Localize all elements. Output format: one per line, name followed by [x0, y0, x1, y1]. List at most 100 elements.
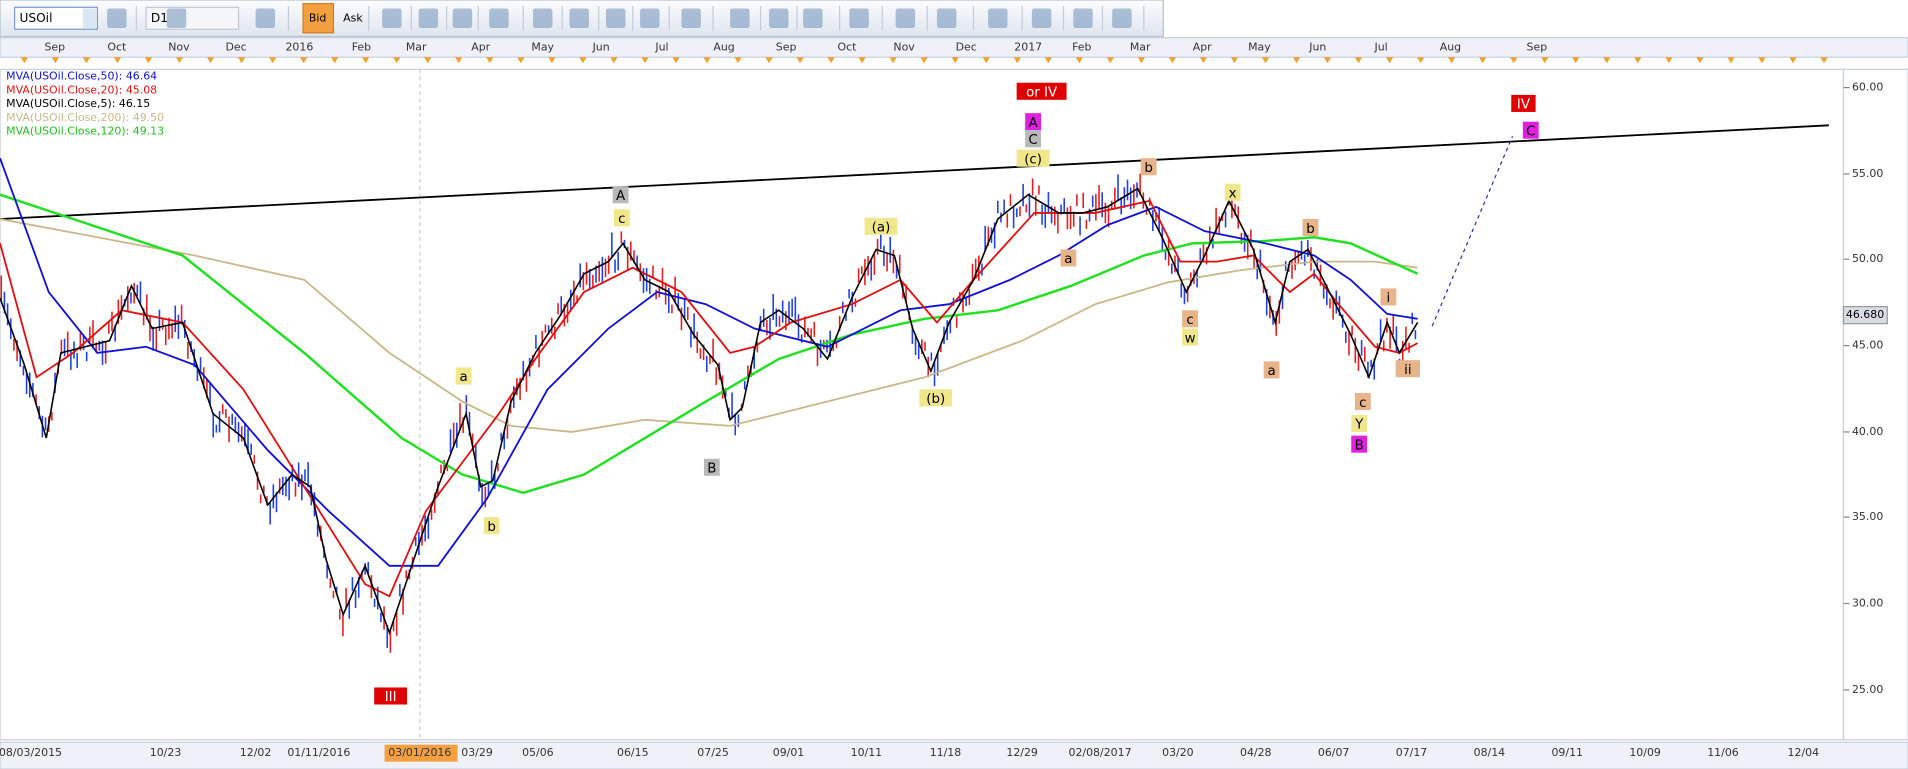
date-label: 12/04 [1788, 746, 1820, 759]
date-label: 10/11 [851, 746, 883, 759]
price-label: 40.00 [1852, 425, 1883, 438]
period-marker [51, 57, 60, 64]
date-label: 11/18 [930, 746, 962, 759]
current-price-tag [1842, 306, 1888, 325]
wave-label-box [864, 217, 898, 235]
toolbar-icon[interactable] [606, 8, 626, 28]
wave-label-box [455, 367, 472, 385]
wave-label: b [1144, 161, 1153, 176]
period-marker [920, 57, 928, 64]
wave-label: ii [1404, 363, 1411, 378]
toolbar-icon[interactable] [895, 8, 916, 28]
period-marker [362, 57, 370, 64]
period-marker [548, 57, 556, 64]
wave-label: A [1029, 116, 1039, 131]
wave-label-box [1025, 113, 1041, 131]
ma20-line [0, 199, 1419, 598]
date-label: 07/25 [697, 746, 729, 759]
toolbar-icon[interactable] [489, 8, 509, 28]
wave-label-box [1182, 328, 1198, 346]
toolbar-icon[interactable] [1031, 8, 1052, 28]
toolbar-icon[interactable] [569, 8, 589, 28]
wave-label: III [385, 690, 397, 705]
legend-entry: MVA(USOil.Close,200): 49.50 [6, 111, 164, 124]
month-label: Feb [1072, 40, 1091, 53]
period-marker [1106, 57, 1115, 64]
wave-label: b [487, 520, 496, 535]
month-label: Mar [406, 40, 427, 53]
wave-label-box [1351, 414, 1368, 432]
period-marker [1323, 57, 1332, 64]
date-label: 10/23 [150, 746, 182, 759]
wave-label: B [1355, 438, 1364, 453]
date-label: 12/29 [1006, 746, 1038, 759]
wave-label-box [1016, 82, 1067, 100]
month-label: Nov [168, 40, 190, 53]
month-label: Dec [956, 40, 977, 53]
wave-label-box [1302, 219, 1319, 237]
period-marker [1696, 57, 1704, 64]
wave-label: a [1064, 252, 1072, 267]
period-marker [1199, 57, 1208, 64]
month-label: Apr [1193, 40, 1212, 53]
date-label: 08/03/2015 [0, 746, 62, 759]
month-label: 2017 [1014, 40, 1042, 53]
month-label: May [1248, 40, 1271, 53]
toolbar-icon[interactable] [769, 8, 789, 28]
date-label: 03/20 [1162, 746, 1194, 759]
period-marker [827, 57, 835, 64]
toolbar-icon[interactable] [255, 8, 276, 28]
toolbar-icon[interactable] [418, 8, 439, 28]
period-marker [206, 57, 215, 64]
wave-label: a [460, 370, 468, 385]
toolbar-icon[interactable] [382, 8, 402, 28]
toolbar-icon[interactable] [452, 8, 473, 28]
toolbar-icon[interactable] [640, 8, 660, 28]
date-label: 05/06 [522, 746, 554, 759]
month-label: Sep [44, 40, 65, 53]
toolbar-icon[interactable] [1073, 8, 1093, 28]
price-label: 30.00 [1852, 597, 1883, 610]
date-label: 08/14 [1474, 746, 1506, 759]
ask-label[interactable]: Ask [343, 11, 363, 24]
wave-label: B [707, 461, 716, 476]
period-marker [1261, 57, 1270, 64]
period-marker [1727, 57, 1735, 64]
toolbar-icon[interactable] [730, 8, 750, 28]
month-label: Apr [471, 40, 490, 53]
period-marker [1448, 57, 1456, 64]
wave-label-box [1025, 130, 1041, 148]
toolbar-icon[interactable] [849, 8, 869, 28]
wave-label-box [703, 458, 720, 476]
period-marker [1479, 57, 1487, 64]
period-marker [1665, 57, 1673, 64]
wave-label: w [1185, 331, 1196, 346]
month-label: Oct [837, 40, 857, 53]
month-label: Aug [1440, 40, 1461, 53]
toolbar-icon[interactable] [532, 8, 553, 28]
date-label: 07/17 [1396, 746, 1428, 759]
wave-label: C [1028, 133, 1037, 148]
toolbar-icon[interactable] [107, 8, 127, 28]
period-marker [144, 57, 153, 64]
toolbar-icon[interactable] [988, 8, 1008, 28]
symbol-select[interactable] [14, 6, 99, 30]
date-label: 10/09 [1629, 746, 1661, 759]
toolbar-icon[interactable] [803, 8, 823, 28]
wave-label-box [1380, 288, 1397, 306]
toolbar-icon[interactable] [166, 8, 187, 28]
wave-label: or IV [1026, 85, 1058, 100]
bid-button[interactable] [302, 3, 335, 34]
period-marker [1354, 57, 1363, 64]
toolbar-icon[interactable] [936, 8, 957, 28]
period-marker [610, 57, 618, 64]
period-marker [1603, 57, 1611, 64]
date-label: 04/28 [1240, 746, 1272, 759]
wave-label: c [618, 212, 625, 227]
toolbar-icon[interactable] [681, 8, 701, 28]
toolbar-icon[interactable] [1112, 8, 1132, 28]
legend-entry: MVA(USOil.Close,120): 49.13 [6, 125, 164, 138]
wave-label-box [1140, 158, 1157, 176]
date-label: 12/02 [240, 746, 272, 759]
